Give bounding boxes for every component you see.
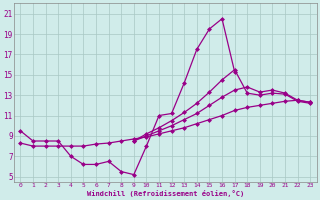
- X-axis label: Windchill (Refroidissement éolien,°C): Windchill (Refroidissement éolien,°C): [87, 190, 244, 197]
